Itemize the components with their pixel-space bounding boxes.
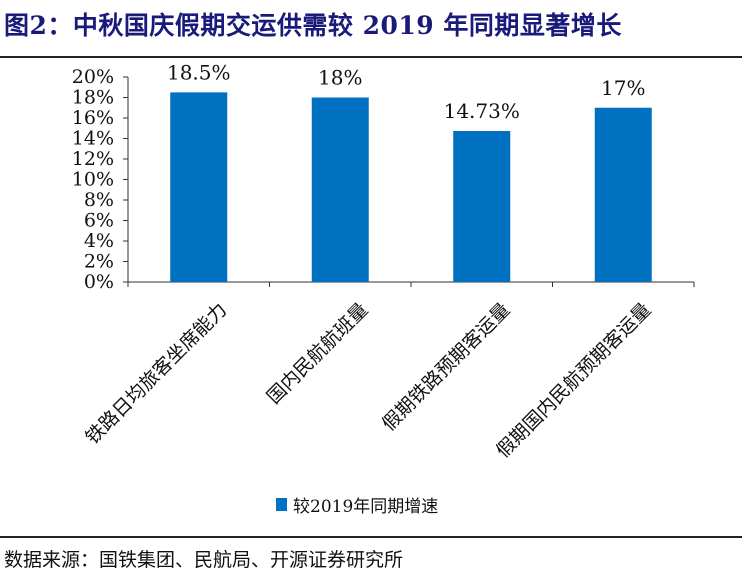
bar [594, 107, 652, 282]
y-tick-label: 2% [84, 251, 114, 273]
bar [170, 92, 228, 282]
y-tick-label: 12% [72, 148, 114, 170]
y-tick-label: 16% [72, 107, 114, 129]
y-tick-label: 6% [84, 210, 114, 232]
y-tick-label: 18% [72, 87, 114, 109]
data-label: 18.5% [167, 60, 231, 84]
y-tick-label: 20% [72, 66, 114, 88]
legend: 较2019年同期增速 [276, 492, 438, 517]
bar [453, 131, 511, 282]
y-tick-label: 10% [72, 169, 114, 191]
figure-title: 图2：中秋国庆假期交运供需较 2019 年同期显著增长 [4, 11, 622, 40]
legend-swatch [276, 498, 287, 511]
title-rule [0, 56, 742, 58]
y-tick-label: 0% [84, 271, 114, 293]
legend-label: 较2019年同期增速 [293, 497, 439, 517]
bar [311, 97, 369, 282]
y-tick-label: 8% [84, 189, 114, 211]
data-label: 14.73% [444, 99, 520, 123]
y-tick-label: 4% [84, 230, 114, 252]
y-tick-label: 14% [72, 128, 114, 150]
source-note: 数据来源：国铁集团、民航局、开源证券研究所 [4, 549, 404, 571]
data-label: 17% [601, 76, 645, 100]
data-label: 18% [318, 66, 362, 90]
source-rule [0, 536, 742, 538]
